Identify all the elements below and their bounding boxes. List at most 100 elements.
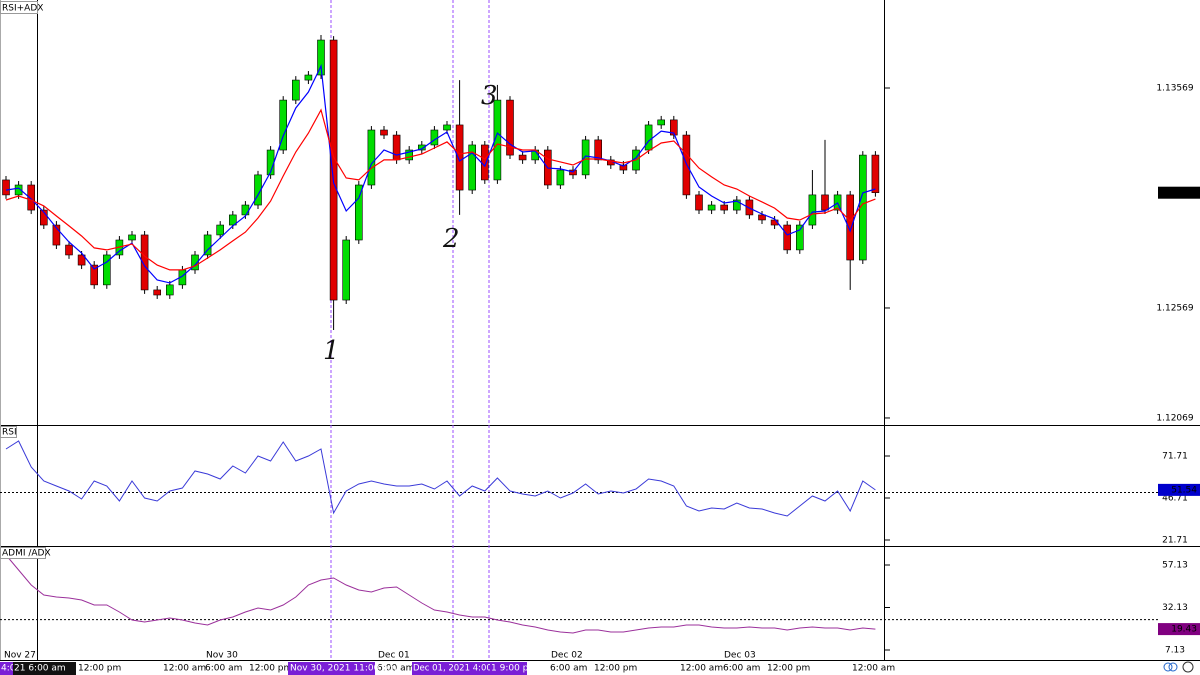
candle-body bbox=[594, 139, 603, 161]
candle-body bbox=[455, 124, 464, 191]
annotation: 1 bbox=[323, 336, 340, 366]
candle-body bbox=[380, 129, 388, 136]
candle-body bbox=[808, 194, 817, 226]
candle-body bbox=[392, 134, 401, 161]
highlight-box bbox=[288, 662, 375, 675]
candle-body bbox=[153, 289, 161, 296]
indicator-line bbox=[5, 440, 876, 517]
candle-body bbox=[65, 244, 73, 256]
moving-average bbox=[5, 63, 876, 284]
candle-body bbox=[720, 204, 729, 211]
candle-body bbox=[14, 184, 23, 196]
candle-body bbox=[279, 99, 288, 151]
time-label: 12:00 am bbox=[852, 664, 895, 674]
candle-body bbox=[27, 184, 36, 211]
candle-body bbox=[795, 224, 804, 251]
highlight-label: 21 6:00 am bbox=[14, 664, 66, 674]
candle-body bbox=[657, 119, 666, 126]
time-label: 6:00 am bbox=[550, 664, 587, 674]
candle-body bbox=[644, 124, 653, 151]
time-label: 12:00 pm bbox=[767, 664, 810, 674]
highlight-label: Dec 01, 2021 4:00 pm bbox=[413, 664, 508, 674]
candle-body bbox=[518, 154, 527, 161]
panel-title-box bbox=[0, 426, 17, 438]
candle-body bbox=[758, 214, 766, 221]
candle-body bbox=[140, 234, 149, 291]
y-tick-label: 1.12569 bbox=[1156, 303, 1193, 313]
candle-body bbox=[858, 154, 867, 261]
highlight-box bbox=[0, 662, 13, 675]
panel-title-box bbox=[0, 547, 46, 559]
candle-body bbox=[291, 79, 300, 101]
time-axis: Nov 27 12:00 pm 12:00 am Nov 30 6:00 am … bbox=[0, 651, 895, 675]
y-tick-label: 21.71 bbox=[1162, 536, 1188, 546]
candle-body bbox=[2, 179, 10, 196]
time-label: 6:00 am bbox=[377, 664, 414, 674]
indicator-line bbox=[5, 554, 876, 634]
candle-body bbox=[783, 224, 792, 251]
candle-body bbox=[191, 254, 199, 271]
time-label: 6:00 am bbox=[723, 664, 760, 674]
link-icon[interactable] bbox=[1163, 662, 1173, 672]
last-value-box bbox=[1158, 483, 1200, 496]
date-label: Dec 02 bbox=[551, 651, 583, 661]
candle-body bbox=[317, 39, 325, 76]
candle-body bbox=[468, 144, 477, 191]
y-tick-label: 46.71 bbox=[1162, 493, 1188, 503]
candle-body bbox=[871, 154, 880, 194]
candle-body bbox=[128, 234, 136, 241]
highlight-label: Nov 30, 2021 11:00 pm bbox=[290, 664, 397, 674]
link-icon[interactable] bbox=[1168, 662, 1178, 672]
candle-body bbox=[619, 164, 628, 171]
candle-body bbox=[39, 209, 48, 226]
last-value-box bbox=[1158, 186, 1200, 199]
candle-body bbox=[480, 144, 489, 181]
toolbar-icons[interactable] bbox=[1163, 661, 1194, 673]
annotation: 2 bbox=[442, 224, 460, 254]
panel-title: RSI bbox=[2, 428, 17, 438]
y-tick-label: 57.13 bbox=[1162, 561, 1188, 571]
date-label: Dec 01 bbox=[378, 651, 410, 661]
candle-body bbox=[405, 149, 414, 161]
candle-body bbox=[846, 194, 855, 261]
candle-body bbox=[203, 234, 212, 256]
last-value-label: 19.43 bbox=[1171, 625, 1197, 635]
time-label: 12:00 pm bbox=[249, 664, 292, 674]
time-label: 12:00 am bbox=[680, 664, 723, 674]
candle-body bbox=[506, 99, 514, 156]
y-tick-label: 7.13 bbox=[1165, 646, 1185, 656]
last-value-box bbox=[1158, 623, 1200, 636]
annotation: 3 bbox=[481, 81, 498, 111]
candle-body bbox=[52, 224, 61, 246]
candle-body bbox=[367, 129, 376, 186]
candle-body bbox=[732, 199, 741, 211]
zoom-icon[interactable] bbox=[1182, 661, 1194, 673]
candle-body bbox=[493, 99, 502, 181]
y-tick-label: 32.13 bbox=[1162, 603, 1188, 613]
panel-title: ADMI /ADX bbox=[2, 549, 51, 559]
panel-title-box bbox=[0, 1, 38, 14]
candle-body bbox=[304, 74, 313, 81]
moving-average bbox=[5, 108, 876, 271]
candle-body bbox=[821, 194, 829, 211]
candle-body bbox=[254, 174, 262, 206]
highlight-label: 4:0 bbox=[1, 664, 16, 674]
date-label: Nov 30 bbox=[206, 651, 238, 661]
y-tick-label: 71.71 bbox=[1162, 451, 1188, 461]
time-label: 12:00 pm bbox=[594, 664, 637, 674]
candle-body bbox=[103, 254, 111, 286]
last-value-label: 1.13093 bbox=[1160, 188, 1197, 198]
date-label: Dec 03 bbox=[724, 651, 756, 661]
panel-title: RSI+ADX bbox=[2, 4, 43, 14]
date-label: Nov 27 bbox=[4, 651, 36, 661]
candle-body bbox=[90, 264, 98, 286]
highlight-label: 1 9:00 pm bbox=[491, 664, 537, 674]
candle-body bbox=[354, 184, 363, 241]
candle-body bbox=[241, 204, 250, 216]
candle-body bbox=[342, 239, 351, 301]
candle-body bbox=[166, 284, 174, 296]
candle-body bbox=[581, 139, 590, 176]
time-label: 12:00 pm bbox=[78, 664, 121, 674]
time-label: 12:00 am bbox=[163, 664, 206, 674]
